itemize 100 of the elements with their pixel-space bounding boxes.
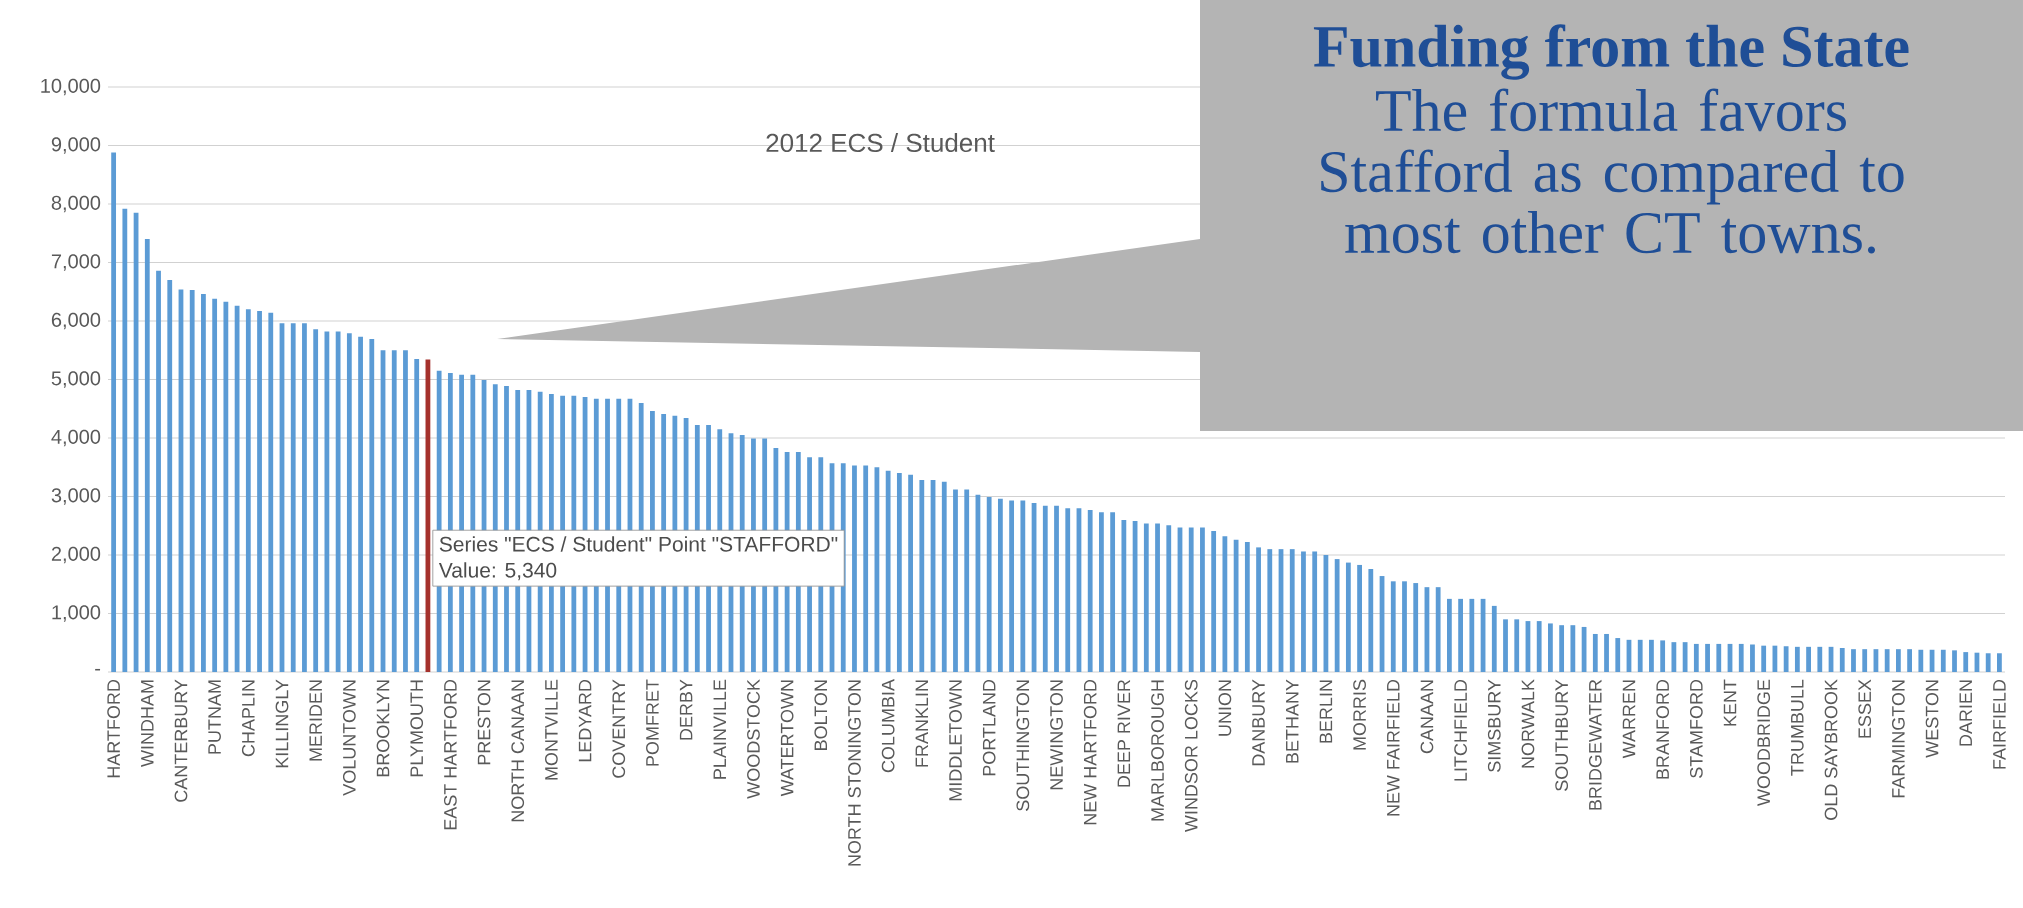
x-tick-label: DANBURY: [1252, 679, 1265, 766]
bar: [1289, 549, 1295, 672]
bar: [358, 336, 363, 672]
bar: [1233, 539, 1239, 672]
bar: [1099, 512, 1104, 672]
x-tick-label: UNION: [1218, 680, 1232, 736]
bar: [1166, 525, 1172, 672]
bar: [1345, 562, 1351, 672]
bar: [1592, 633, 1598, 672]
bar: [1413, 583, 1419, 672]
x-tick-label: COLUMBIA: [881, 679, 895, 773]
bar: [1671, 642, 1677, 672]
bar: [1200, 527, 1205, 672]
bar: [997, 498, 1003, 672]
text: 2012 ECS / Student: [766, 133, 995, 153]
bar: [313, 329, 319, 672]
x-tick-label: LITCHFIELD: [1454, 679, 1467, 781]
bar: [414, 359, 420, 672]
bar: [1705, 643, 1710, 672]
bar: [302, 323, 307, 672]
bar: [1020, 500, 1026, 672]
x-tick-label: STAMFORD: [1689, 679, 1703, 778]
x-tick-label: MORRIS: [1353, 679, 1366, 750]
bar: [1334, 559, 1340, 672]
bar: [1682, 642, 1688, 672]
bar: [1761, 645, 1767, 672]
bar: [268, 312, 274, 672]
annotation: Value: 5,340: [438, 562, 557, 581]
x-tick-label: COVENTRY: [612, 679, 626, 778]
bar: [156, 270, 161, 672]
bar: [1536, 621, 1542, 672]
x-tick-label: WOODBRIDGE: [1757, 679, 1771, 806]
bar: [1637, 639, 1643, 672]
x-tick-label: HARTFORD: [107, 679, 120, 778]
bar: [1895, 649, 1901, 672]
annotation: The formula favors Stafford as compared to most other CT towns.: [1321, 88, 1904, 254]
bar: [1794, 646, 1800, 672]
bar: [1952, 650, 1957, 672]
bar: [1806, 646, 1811, 672]
bar: [1110, 512, 1116, 672]
bar: [335, 331, 341, 672]
bar: [1188, 527, 1194, 672]
bar: [852, 465, 857, 672]
bar: [1649, 639, 1654, 672]
x-tick-label: TRUMBULL: [1791, 679, 1804, 776]
x-tick-label: WESTON: [1925, 680, 1939, 758]
bar: [1862, 649, 1868, 672]
bar: [212, 298, 218, 672]
bar: [1514, 619, 1520, 672]
x-tick-label: CANAAN: [1420, 680, 1434, 754]
bar: [1817, 646, 1823, 672]
y-tick-label: 6,000: [51, 312, 101, 330]
bar: [1312, 551, 1318, 672]
x-tick-label: DEEP RIVER: [1117, 679, 1131, 787]
bar: [1604, 633, 1609, 672]
bar: [1121, 519, 1127, 672]
bar: [919, 480, 925, 672]
bar: [122, 208, 128, 672]
x-tick-label: NORTH STONINGTON: [848, 680, 861, 866]
x-tick-label: WINDHAM: [141, 680, 154, 767]
y-tick-label: -: [95, 668, 101, 671]
x-tick-label: PRESTON: [477, 680, 491, 765]
bar: [1087, 509, 1093, 672]
bar: [908, 474, 913, 672]
bar: [369, 339, 375, 672]
x-tick-label: POMFRET: [646, 679, 659, 766]
bar: [245, 309, 251, 672]
x-tick-label: DARIEN: [1959, 680, 1972, 746]
bar: [189, 289, 195, 672]
x-tick-label: NEW HARTFORD: [1083, 679, 1097, 825]
x-tick-label: NORTH CANAAN: [511, 680, 525, 822]
bar: [1660, 640, 1666, 672]
bar: [1907, 649, 1912, 672]
bar: [1446, 598, 1452, 672]
bar: [1503, 619, 1508, 672]
x-tick-label: CANTERBURY: [174, 679, 188, 802]
y-tick-label: 3,000: [51, 488, 101, 505]
bar: [1143, 523, 1149, 672]
bar: [1738, 643, 1744, 672]
bar: [111, 152, 117, 672]
bar: [223, 301, 229, 672]
bar: [1469, 598, 1475, 672]
bar: [1940, 649, 1946, 672]
x-tick-label: BOLTON: [814, 680, 828, 750]
bar: [964, 489, 970, 672]
x-tick-label: PUTNAM: [208, 680, 221, 754]
x-tick-label: SOUTHBURY: [1555, 679, 1569, 791]
x-tick-label: FRANKLIN: [915, 680, 928, 767]
bar: [1301, 551, 1306, 672]
bar: [1222, 536, 1228, 672]
bar: [403, 350, 408, 672]
y-tick-label: 10,000: [41, 78, 101, 96]
y-tick-label: 5,000: [51, 371, 101, 388]
x-tick-label: MONTVILLE: [545, 679, 558, 780]
x-tick-label: BRANFORD: [1656, 679, 1670, 779]
x-tick-label: KENT: [1723, 679, 1737, 726]
bar: [1491, 605, 1497, 672]
bar: [1256, 547, 1261, 672]
bar: [1997, 653, 2002, 672]
x-tick-label: OLD SAYBROOK: [1824, 679, 1838, 820]
